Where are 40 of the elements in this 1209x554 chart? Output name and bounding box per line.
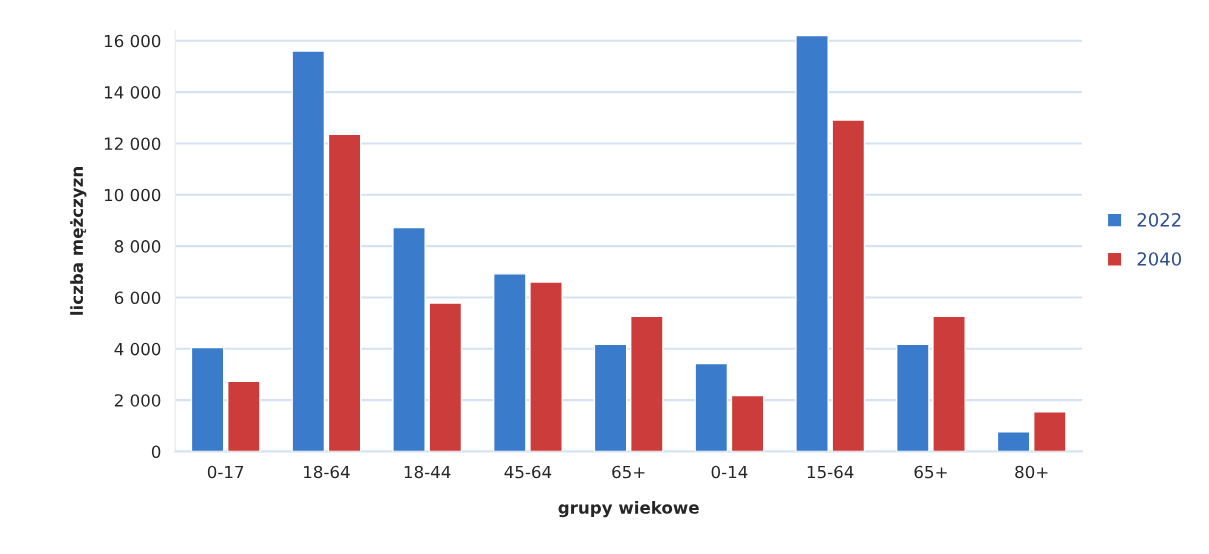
- x-axis-title: grupy wiekowe: [558, 500, 699, 518]
- bar: [492, 273, 527, 452]
- x-tick-label: 0-14: [711, 465, 748, 479]
- bar: [291, 50, 326, 452]
- x-tick-label: 65+: [612, 465, 645, 479]
- x-tick-label: 45-64: [504, 465, 552, 479]
- bar: [428, 302, 463, 452]
- bar: [996, 431, 1031, 452]
- y-axis-title: liczba mężczyzn: [70, 167, 87, 315]
- x-tick-label: 0-17: [207, 465, 244, 479]
- bar: [795, 34, 829, 452]
- bar: [593, 343, 628, 452]
- bar: [932, 315, 966, 452]
- x-tick-label: 18-64: [304, 465, 350, 479]
- bar: [227, 380, 261, 452]
- bar: [392, 226, 426, 452]
- x-tick-label: 18-44: [404, 465, 451, 479]
- bar: [190, 346, 225, 452]
- bar: [529, 281, 563, 452]
- bar: [730, 394, 765, 452]
- x-tick-label: 15-64: [807, 465, 854, 479]
- bar: [895, 343, 930, 452]
- y-tick-label: 12 000: [104, 137, 161, 150]
- bar: [327, 133, 362, 452]
- y-tick-label: 2 000: [114, 394, 161, 407]
- bar: [694, 362, 729, 452]
- y-tick-label: 10 000: [104, 188, 161, 202]
- x-tick-label: 65+: [914, 465, 947, 479]
- y-tick-label: 16 000: [104, 34, 161, 48]
- y-tick-label: 4 000: [114, 342, 161, 356]
- legend-label: 2040: [1137, 252, 1182, 266]
- legend-label: 2022: [1137, 213, 1181, 227]
- x-tick-label: 80+: [1015, 465, 1048, 479]
- y-tick-label: 8 000: [114, 240, 161, 253]
- bar: [831, 119, 866, 452]
- bar: [630, 315, 664, 452]
- bar: [1033, 411, 1067, 452]
- y-tick-label: 14 000: [104, 86, 161, 99]
- y-tick-label: 6 000: [114, 291, 161, 305]
- y-tick-label: 0: [151, 445, 161, 459]
